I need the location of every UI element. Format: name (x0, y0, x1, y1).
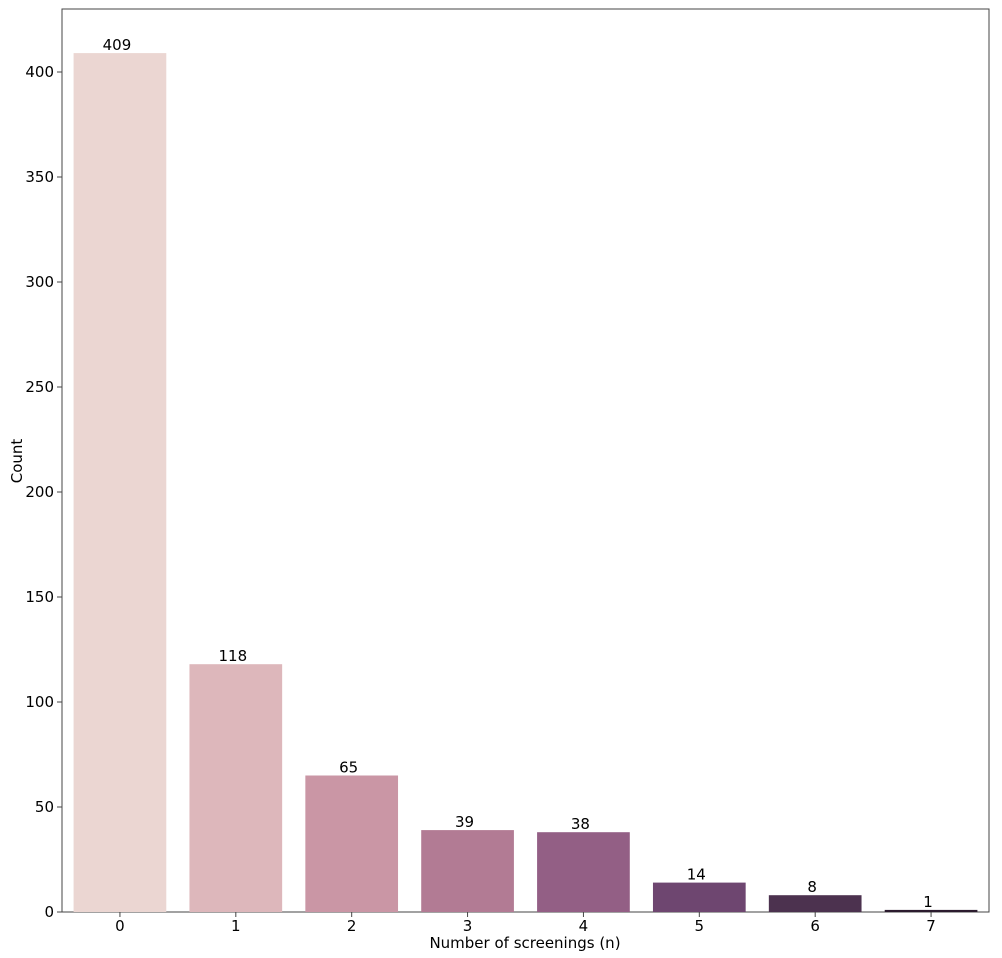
data-label-1: 118 (218, 647, 247, 665)
x-tick-label-7: 7 (926, 917, 936, 935)
x-tick-label-0: 0 (115, 917, 125, 935)
y-tick-label-400: 400 (25, 63, 54, 81)
x-tick-label-1: 1 (231, 917, 241, 935)
y-tick-label-300: 300 (25, 273, 54, 291)
y-tick-label-250: 250 (25, 378, 54, 396)
bar-4 (537, 832, 630, 912)
bar-0 (73, 53, 167, 913)
bar-7 (884, 909, 978, 912)
bar-1 (189, 664, 283, 912)
y-tick-label-200: 200 (25, 483, 54, 501)
data-label-4: 38 (571, 815, 590, 833)
data-label-5: 14 (687, 866, 706, 884)
y-tick-label-350: 350 (25, 168, 54, 186)
bar-2 (305, 775, 399, 912)
x-axis-title: Number of screenings (n) (429, 934, 620, 952)
y-tick-label-50: 50 (35, 798, 54, 816)
bar-6 (768, 895, 862, 912)
y-axis-title: Count (8, 439, 26, 484)
x-tick-label-4: 4 (579, 917, 589, 935)
y-axis: 0 50 100 150 200 250 300 350 400 (25, 63, 62, 921)
x-axis: 0 1 2 3 4 5 6 7 (115, 912, 936, 935)
y-tick-label-150: 150 (25, 588, 54, 606)
x-tick-label-5: 5 (695, 917, 705, 935)
bar-3 (421, 830, 514, 912)
x-tick-label-6: 6 (810, 917, 820, 935)
bar-5 (652, 882, 746, 912)
data-labels-group: 409 118 65 39 38 14 8 1 (103, 36, 933, 911)
data-label-3: 39 (455, 813, 474, 831)
data-label-2: 65 (339, 759, 358, 777)
data-label-6: 8 (807, 878, 817, 896)
bars-group (73, 53, 978, 913)
data-label-0: 409 (103, 36, 132, 54)
x-tick-label-3: 3 (463, 917, 473, 935)
y-tick-label-100: 100 (25, 693, 54, 711)
x-tick-label-2: 2 (347, 917, 357, 935)
data-label-7: 1 (923, 893, 933, 911)
y-tick-label-0: 0 (44, 903, 54, 921)
